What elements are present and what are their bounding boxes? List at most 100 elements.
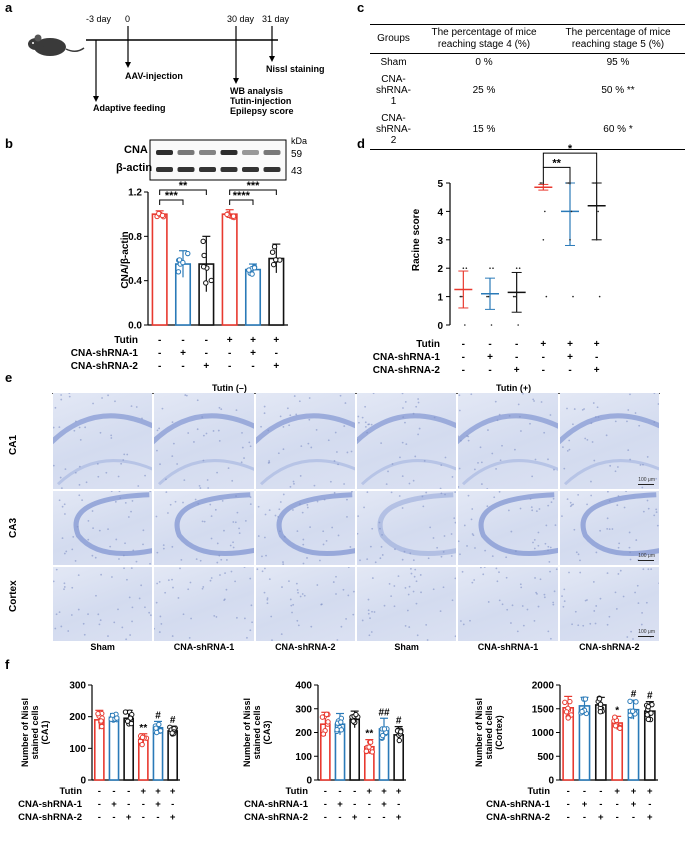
nissl-cell	[140, 584, 143, 587]
chart-f-ca3-sig-label: ##	[378, 707, 390, 718]
nissl-cell	[499, 599, 501, 602]
nissl-cell	[640, 612, 643, 614]
nissl-cell	[486, 505, 489, 508]
nissl-cell	[440, 555, 443, 558]
nissl-cell	[78, 465, 81, 468]
nissl-cell	[308, 397, 311, 399]
nissl-cell	[183, 479, 186, 482]
nissl-cell	[561, 446, 564, 449]
cond-sign: +	[126, 812, 132, 823]
nissl-cell	[371, 610, 373, 613]
nissl-cell	[248, 441, 251, 444]
chart-f-ctx-point	[633, 699, 639, 705]
nissl-cell	[359, 559, 361, 562]
table-cell: 0 %	[475, 57, 493, 68]
chart-f-ctx-bar	[578, 705, 591, 781]
nissl-texture	[460, 567, 558, 640]
ylabel-line: Number of Nissl	[474, 698, 484, 767]
nissl-cell	[160, 623, 163, 625]
chart-d-point	[464, 324, 466, 326]
nissl-image-ca3-3	[255, 491, 355, 565]
nissl-cell	[535, 591, 538, 594]
chart-b-point	[246, 267, 252, 273]
chart-f-ctx-sig-label: *	[615, 705, 619, 716]
cond-sign: +	[631, 786, 637, 797]
nissl-cell	[241, 461, 243, 464]
nissl-cell	[645, 601, 648, 604]
cond-sign: +	[594, 365, 600, 376]
nissl-cell	[266, 597, 269, 600]
nissl-cell	[596, 406, 599, 409]
nissl-cell	[335, 451, 338, 453]
cond-sign: -	[616, 799, 619, 810]
nissl-cell	[583, 437, 586, 440]
chart-f-ca3-tick-label: 0	[306, 776, 312, 787]
chart-f-ca1-bar	[152, 726, 164, 781]
blot-kda-label: kDa	[291, 136, 307, 146]
nissl-cell	[387, 470, 389, 473]
nissl-cell	[305, 557, 308, 559]
nissl-cell	[628, 551, 631, 554]
chart-d-tick-label: 3	[437, 236, 443, 247]
chart-b-point	[175, 269, 182, 275]
nissl-cell	[235, 409, 238, 412]
nissl-cell	[460, 439, 463, 442]
nissl-cell	[212, 430, 215, 432]
nissl-cell	[417, 433, 420, 436]
nissl-cell	[316, 584, 318, 586]
chart-b-point	[270, 261, 277, 268]
nissl-cell	[347, 594, 349, 597]
table-cell: 95 %	[606, 57, 630, 68]
nissl-cell	[614, 591, 617, 594]
nissl-cell	[172, 586, 175, 589]
cond-label-shrna2: CNA-shRNA-2	[71, 361, 139, 372]
nissl-cell	[216, 561, 219, 564]
cond-sign: -	[488, 365, 491, 376]
nissl-cell	[366, 558, 369, 561]
chart-d-sig-label: *	[568, 143, 573, 155]
chart-f-ca3-point	[320, 731, 327, 737]
nissl-cell	[59, 476, 62, 479]
nissl-cell	[550, 546, 553, 549]
chart-b-sig-bracket	[159, 199, 184, 205]
nissl-cell	[330, 526, 333, 529]
nissl-cell	[421, 495, 424, 498]
nissl-cell	[484, 567, 486, 569]
nissl-cell	[553, 468, 556, 471]
nissl-cell	[534, 577, 537, 579]
nissl-cell	[415, 580, 418, 583]
nissl-cell	[566, 498, 569, 501]
cond-label-shrna1: CNA-shRNA-1	[244, 799, 309, 810]
nissl-cell	[243, 567, 246, 568]
cond-sign: -	[324, 786, 327, 797]
nissl-cell	[211, 577, 213, 579]
cond-sign: +	[614, 786, 620, 797]
nissl-cell	[349, 546, 351, 548]
nissl-cell	[209, 503, 212, 506]
nissl-cell	[94, 556, 97, 559]
blot-band-actin	[177, 167, 195, 172]
cond-sign: -	[488, 339, 491, 350]
chart-b-point	[185, 250, 191, 257]
nissl-cell	[585, 599, 588, 601]
nissl-cell	[345, 515, 348, 518]
nissl-cell	[277, 452, 280, 455]
nissl-cell	[78, 494, 81, 497]
nissl-cell	[302, 543, 304, 546]
scale-bar: 100 μm	[638, 477, 655, 485]
chart-d-point	[544, 210, 546, 213]
nissl-cell	[321, 530, 324, 533]
cond-sign: -	[542, 365, 545, 376]
blot-label-cna: CNA	[124, 144, 148, 156]
nissl-cell	[605, 434, 608, 437]
nissl-cell	[289, 414, 291, 417]
chart-d-point	[512, 295, 515, 298]
chart-d-sig-bracket	[542, 166, 571, 185]
chart-d-point	[462, 267, 465, 269]
nissl-image-cortex-6: 100 μm	[559, 567, 659, 641]
nissl-cell	[144, 606, 146, 609]
ca1-pyramidal-layer	[559, 413, 659, 445]
chart-f-ca3-point	[379, 732, 386, 739]
nissl-cell	[138, 597, 141, 600]
blot-band-cna	[220, 150, 238, 155]
